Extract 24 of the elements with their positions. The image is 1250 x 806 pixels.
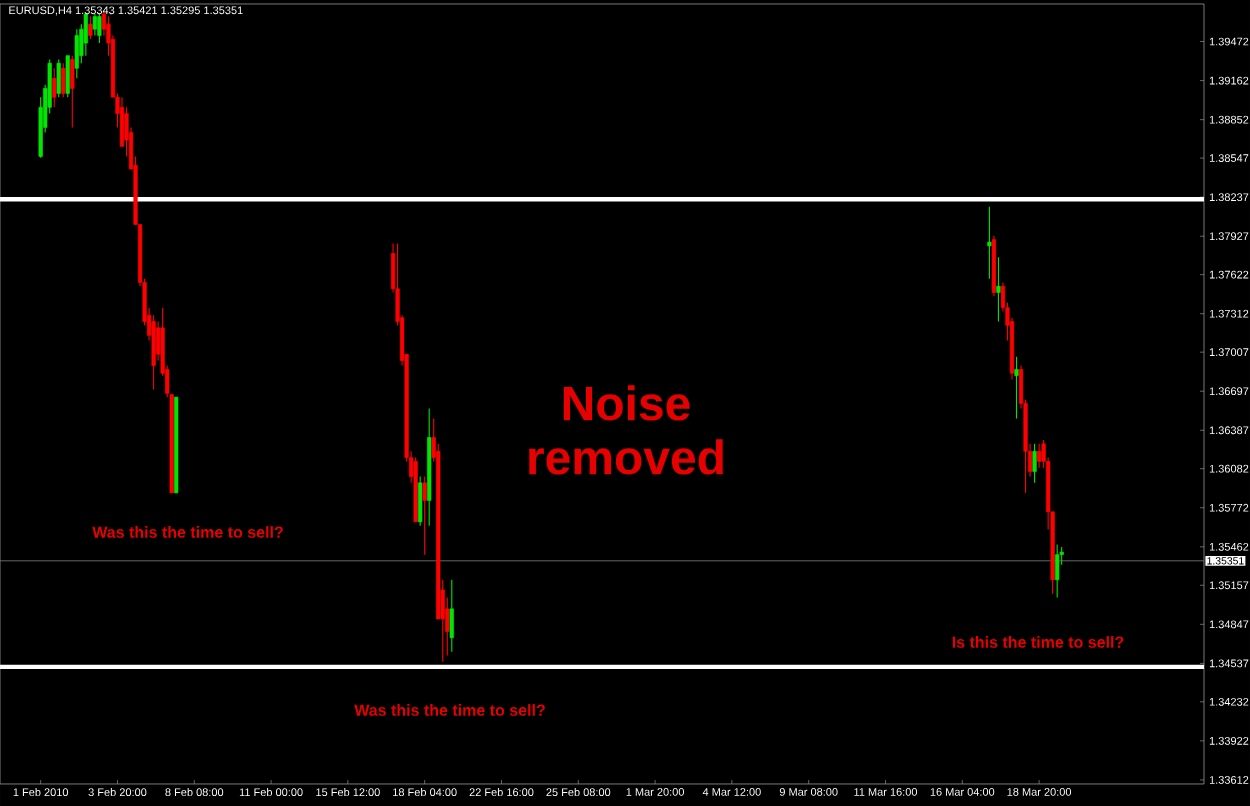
candlestick	[52, 67, 57, 108]
candlestick	[83, 13, 88, 57]
candlestick	[92, 13, 97, 37]
candlestick	[449, 579, 454, 653]
candlestick	[70, 55, 75, 129]
candlestick	[56, 58, 61, 98]
candlestick	[97, 13, 102, 44]
candlestick	[65, 55, 70, 98]
candlestick	[61, 62, 66, 98]
annotation: Was this the time to sell?	[92, 526, 283, 538]
candlestick	[1014, 356, 1019, 420]
candlestick	[418, 475, 423, 527]
candlestick	[1036, 443, 1042, 469]
candlestick	[987, 206, 992, 280]
annotation: Was this the time to sell?	[354, 704, 545, 716]
annotation: Is this the time to sell?	[952, 636, 1124, 648]
candlestick	[422, 475, 427, 556]
candlestick	[88, 16, 93, 40]
candlestick	[996, 256, 1001, 323]
annotation: Noise removed	[529, 385, 723, 475]
candlestick	[151, 314, 156, 391]
candlestick	[1055, 544, 1060, 599]
candlestick	[74, 28, 79, 79]
candlestick	[1032, 443, 1037, 484]
